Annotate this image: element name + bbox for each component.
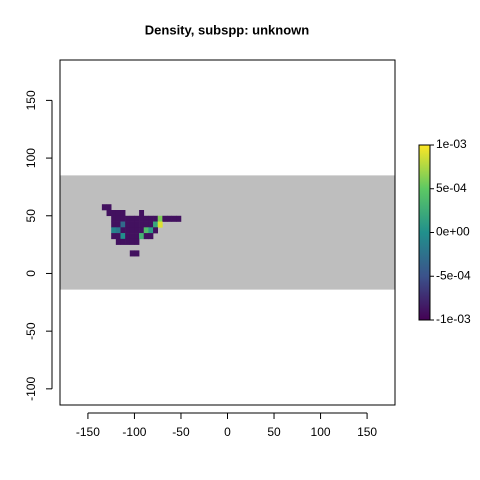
x-tick-label: 150	[357, 425, 377, 439]
y-tick-label: -50	[24, 322, 38, 340]
raster-cell	[162, 215, 168, 222]
chart-title: Density, subspp: unknown	[145, 22, 309, 37]
y-tick-label: 150	[24, 90, 38, 110]
raster-cell	[111, 210, 117, 217]
raster-cell	[157, 221, 163, 228]
y-tick-label: 100	[24, 148, 38, 168]
x-tick-label: -50	[172, 425, 190, 439]
raster-cell	[120, 238, 126, 245]
raster-cell	[125, 227, 131, 234]
raster-cell	[106, 210, 112, 217]
raster-cell	[153, 227, 159, 234]
raster-cell	[157, 215, 163, 222]
raster-cell	[129, 233, 135, 240]
raster-cell	[111, 233, 117, 240]
raster-cell	[167, 215, 172, 222]
raster-cell	[143, 215, 149, 222]
x-tick-label: 50	[267, 425, 281, 439]
raster-cell	[134, 215, 140, 222]
raster-cell	[134, 227, 140, 234]
raster-cell	[139, 210, 145, 217]
raster-cell	[139, 233, 145, 240]
raster-cell	[125, 238, 131, 245]
raster-cell	[125, 215, 131, 222]
x-tick-label: 100	[311, 425, 331, 439]
color-bar-label: -1e-03	[436, 312, 471, 326]
raster-cell	[153, 215, 159, 222]
plot-frame	[59, 59, 396, 406]
x-tick-label: 0	[224, 425, 231, 439]
color-bar-label: 1e-03	[436, 137, 467, 151]
land-band	[60, 175, 395, 290]
raster-cell	[129, 227, 135, 234]
raster-cell	[143, 221, 149, 228]
y-tick-label: 50	[24, 209, 38, 223]
raster-cell	[111, 227, 117, 234]
raster-cell	[115, 233, 121, 240]
raster-cell	[129, 221, 135, 228]
raster-cell	[120, 210, 126, 217]
raster-cell	[129, 238, 135, 245]
x-tick-label: -100	[122, 425, 146, 439]
raster-cell	[120, 215, 126, 222]
raster-cell	[148, 215, 154, 222]
y-tick-label: -100	[24, 377, 38, 401]
raster-cell	[171, 215, 177, 222]
raster-cell	[134, 221, 140, 228]
raster-cell	[139, 215, 145, 222]
color-bar-label: 0e+00	[436, 225, 470, 239]
raster-cell	[129, 250, 135, 257]
raster-cell	[111, 221, 117, 228]
raster-cell	[148, 221, 154, 228]
raster-cell	[120, 221, 126, 228]
color-bar-label: -5e-04	[436, 268, 471, 282]
raster-cell	[106, 204, 112, 211]
raster-cell	[134, 233, 140, 240]
raster-cell	[125, 221, 131, 228]
raster-cell	[148, 227, 154, 234]
raster-cell	[134, 238, 140, 245]
raster-cell	[139, 227, 145, 234]
raster-cell	[115, 215, 121, 222]
raster-cell	[111, 215, 117, 222]
raster-cell	[153, 221, 159, 228]
raster-cell	[115, 227, 121, 234]
raster-cell	[125, 233, 131, 240]
raster-cell	[143, 233, 149, 240]
x-tick-label: -150	[76, 425, 100, 439]
raster-cell	[120, 227, 126, 234]
raster-cell	[115, 221, 121, 228]
raster-cell	[120, 233, 126, 240]
color-bar	[418, 144, 431, 321]
raster-cell	[139, 221, 145, 228]
raster-cell	[115, 238, 121, 245]
color-bar-label: 5e-04	[436, 181, 467, 195]
raster-cell	[134, 250, 140, 257]
raster-cell	[129, 215, 135, 222]
raster-cell	[115, 210, 121, 217]
raster-cell	[176, 215, 182, 222]
y-tick-label: 0	[24, 270, 38, 277]
raster-cell	[148, 233, 154, 240]
raster-cell	[101, 204, 107, 211]
raster-cell	[143, 227, 149, 234]
